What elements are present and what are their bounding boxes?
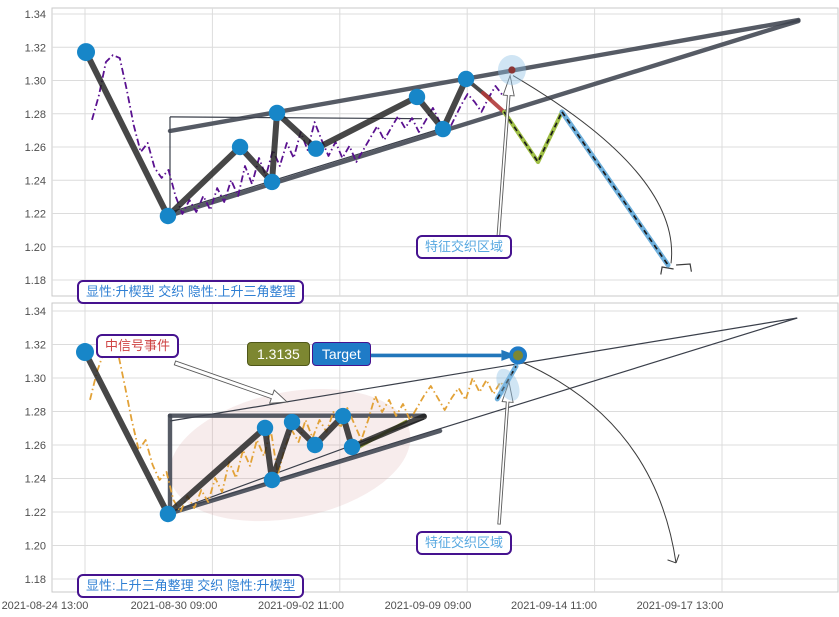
data-point[interactable] <box>457 70 475 88</box>
end-bracket <box>676 263 692 272</box>
data-point[interactable] <box>434 120 452 138</box>
data-point[interactable] <box>307 140 325 157</box>
bottom-feature-area-label: 特征交织区域 <box>416 531 513 555</box>
top-pattern-label: 显性:升楔型 交织 隐性:上升三角整理 <box>77 280 305 304</box>
y-axis-tick-label: 1.24 <box>25 175 46 187</box>
x-axis-tick-label: 2021-09-09 09:00 <box>385 600 472 612</box>
data-point[interactable] <box>263 173 281 191</box>
data-point[interactable] <box>343 438 361 456</box>
y-axis-tick-label: 1.26 <box>25 142 46 154</box>
x-axis-tick-label: 2021-09-17 13:00 <box>637 600 724 612</box>
price-trace-dashdot <box>91 54 504 215</box>
data-point[interactable] <box>334 407 352 425</box>
white-outline-arrow <box>497 380 514 525</box>
y-axis-tick-label: 1.18 <box>25 574 46 586</box>
breakout-highlight-dot <box>508 66 516 74</box>
white-outline-arrow <box>173 360 289 404</box>
x-axis-tick-label: 2021-09-14 11:00 <box>511 600 597 612</box>
data-point[interactable] <box>256 419 274 437</box>
data-point[interactable] <box>231 138 249 156</box>
y-axis-tick-label: 1.32 <box>25 340 46 352</box>
data-point[interactable] <box>268 104 286 122</box>
signal-event-label: 中信号事件 <box>96 334 180 358</box>
y-axis-tick-label: 1.28 <box>25 407 46 419</box>
x-axis-tick-label: 2021-08-24 13:00 <box>2 600 89 612</box>
data-point[interactable] <box>76 343 94 362</box>
y-axis-tick-label: 1.32 <box>25 42 46 54</box>
bottom-pattern-label: 显性:上升三角整理 交织 隐性:升楔型 <box>77 574 305 598</box>
arc-arrowhead <box>675 554 680 564</box>
y-axis-tick-label: 1.20 <box>25 242 46 254</box>
target-label-box: Target <box>311 342 371 366</box>
y-axis-tick-label: 1.18 <box>25 275 46 287</box>
hidden-pattern-line <box>169 317 798 422</box>
signal-red-segment <box>481 91 507 115</box>
y-axis-tick-label: 1.24 <box>25 474 46 486</box>
blue_dashed-dash-overlay <box>496 365 517 400</box>
target-value-box: 1.3135 <box>247 342 310 366</box>
white-outline-arrow <box>495 73 515 254</box>
pattern-highlight-ellipse <box>169 388 411 522</box>
data-point[interactable] <box>283 413 301 431</box>
data-point[interactable] <box>159 207 177 225</box>
target-point[interactable] <box>509 346 528 365</box>
top-feature-area-label: 特征交织区域 <box>416 235 513 259</box>
y-axis-tick-label: 1.30 <box>25 373 46 385</box>
y-axis-tick-label: 1.30 <box>25 76 46 88</box>
data-point[interactable] <box>263 471 281 489</box>
end-bracket <box>660 266 674 275</box>
y-axis-tick-label: 1.26 <box>25 440 46 452</box>
data-point[interactable] <box>306 436 324 454</box>
y-axis-tick-label: 1.22 <box>25 507 46 519</box>
data-point[interactable] <box>159 505 177 523</box>
data-point[interactable] <box>408 88 426 106</box>
green_v-dash-overlay <box>503 111 563 164</box>
projection-arc <box>519 360 677 563</box>
x-axis-tick-label: 2021-09-02 11:00 <box>258 600 344 612</box>
blue_dashed-dash-overlay <box>561 111 669 266</box>
data-point[interactable] <box>77 43 96 62</box>
target-arrow-head <box>501 349 517 361</box>
y-axis-tick-label: 1.22 <box>25 209 46 221</box>
trend-line <box>165 428 443 517</box>
y-axis-tick-label: 1.34 <box>25 306 46 318</box>
halo-ellipse <box>496 368 520 401</box>
y-axis-tick-label: 1.34 <box>25 9 46 21</box>
y-axis-tick-label: 1.20 <box>25 541 46 553</box>
y-axis-tick-label: 1.28 <box>25 109 46 121</box>
target-callout: 1.3135 Target <box>247 342 371 366</box>
x-axis-tick-label: 2021-08-30 09:00 <box>131 600 218 612</box>
price-trace-dashdot <box>89 346 508 513</box>
arc-arrowhead <box>667 559 677 564</box>
projection-arc <box>512 75 673 264</box>
